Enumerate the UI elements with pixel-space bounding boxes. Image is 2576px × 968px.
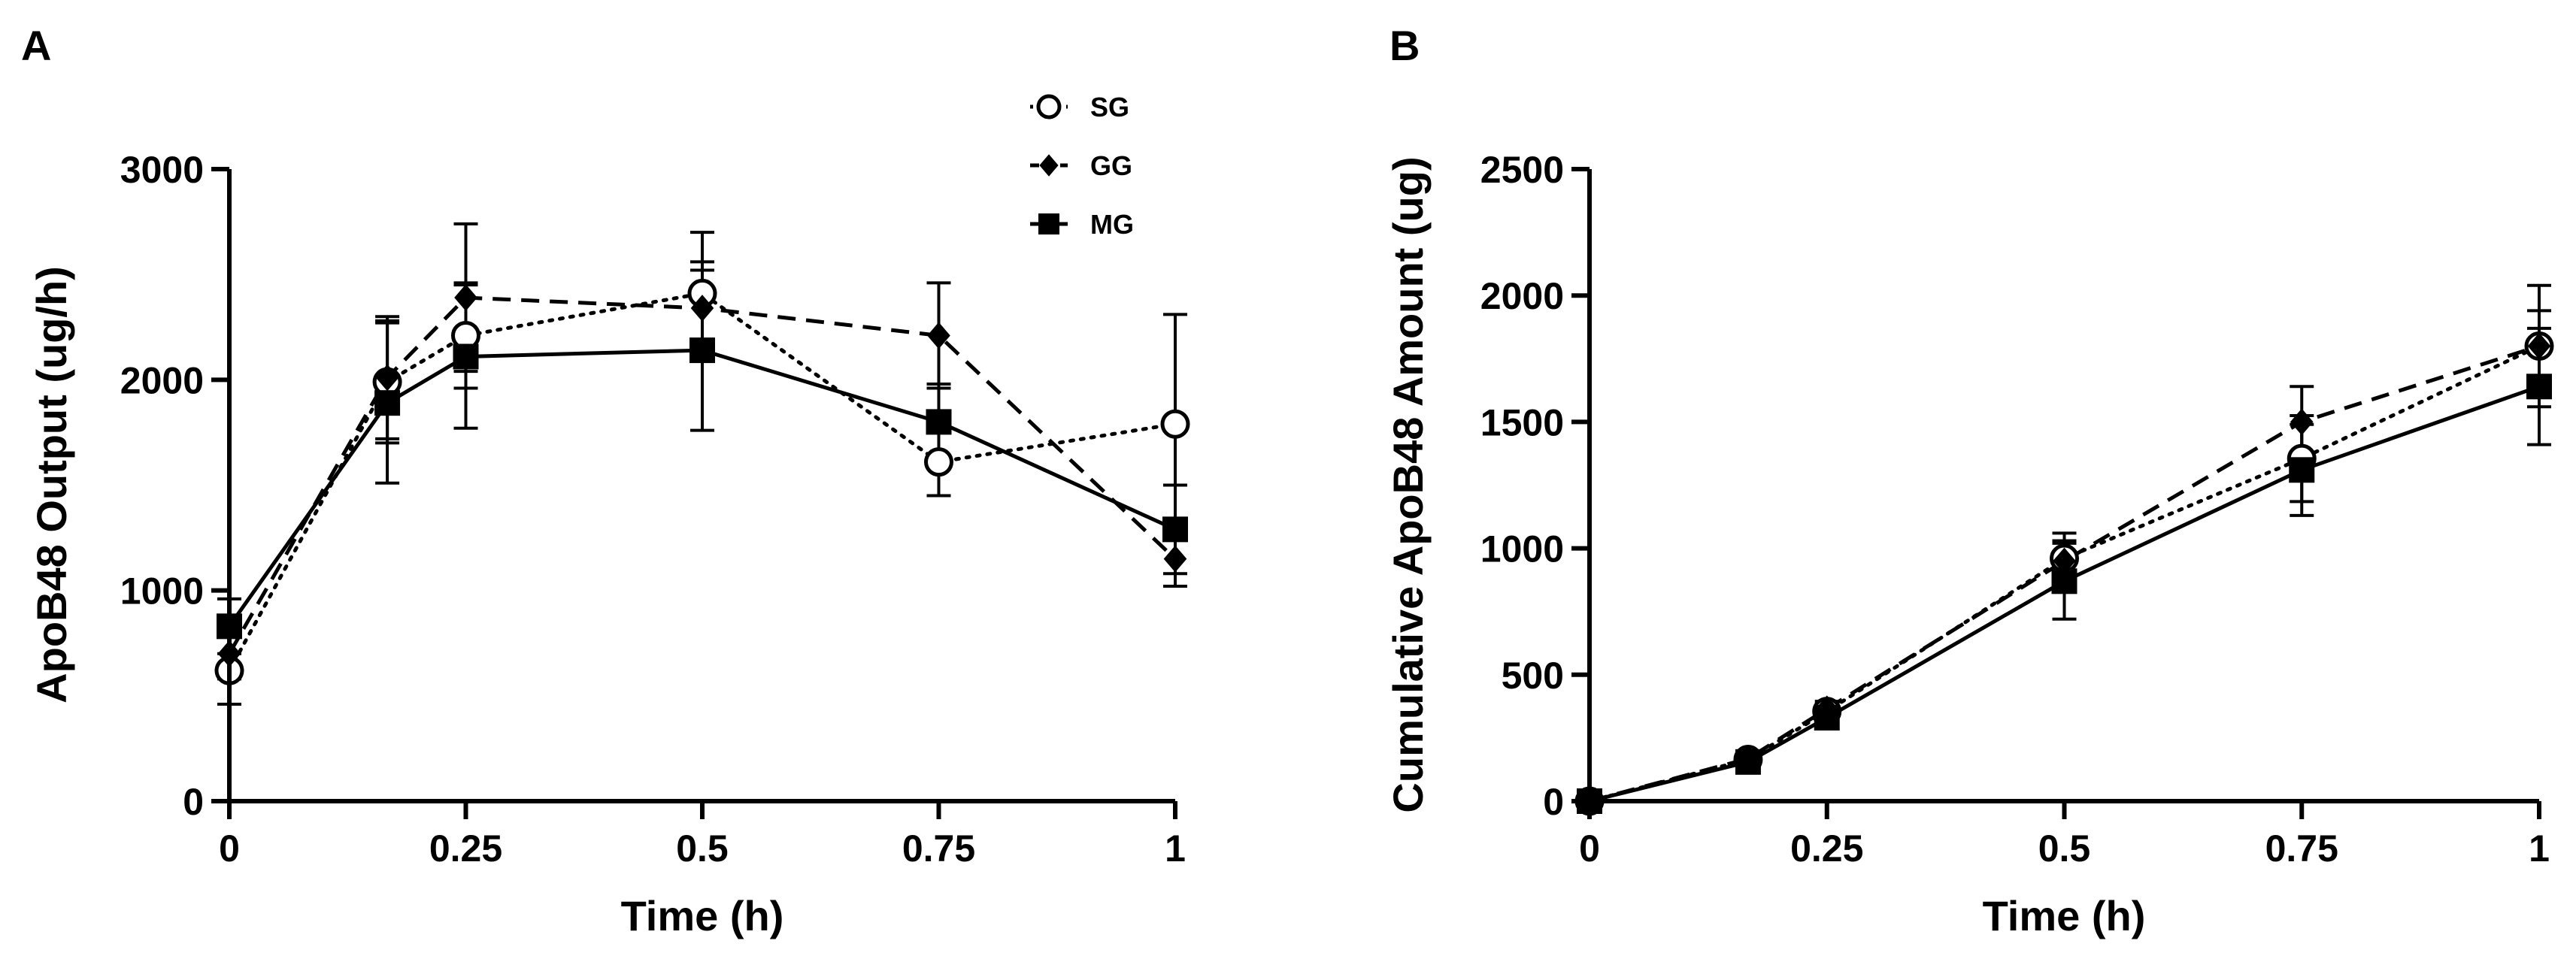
panel-b-mg-point	[1735, 749, 1761, 775]
panel-a-mg-point	[374, 390, 401, 416]
panel-b-y-tick-label: 500	[1502, 655, 1564, 697]
panel-b-mg-point	[2051, 568, 2077, 594]
panel-b-series-sg-line	[1587, 343, 2541, 803]
panel-b: B 0 500 1000 1500 2000 2500 0 0.25 0.5 0.75 1 Time…	[1384, 22, 2554, 939]
panel-b-mg-point	[2526, 374, 2552, 400]
panel-a-mg-point	[926, 409, 952, 435]
panel-a-y-tick-label: 2000	[120, 359, 204, 401]
panel-a-ticks: 0 1000 2000 3000 0 0.25 0.5 0.75 1	[120, 149, 1186, 870]
legend-mg-label: MG	[1090, 209, 1134, 240]
panel-a-gg-point	[690, 295, 714, 322]
panel-b-y-tick-label: 2000	[1480, 275, 1564, 317]
panel-a-sg-point	[924, 447, 953, 477]
panel-a-sg-point	[1160, 409, 1190, 439]
legend-sg-marker	[1036, 94, 1062, 119]
panel-a-x-tick-label: 0.5	[676, 827, 729, 870]
panel-b-x-tick-label: 1	[2529, 827, 2550, 870]
panel-b-gg-point	[2053, 547, 2076, 575]
panel-b-y-tick-label: 0	[1543, 781, 1564, 823]
panel-a-gg-point	[375, 364, 399, 392]
panel-a-points	[214, 278, 1190, 685]
panel-a-y-tick-label: 3000	[120, 149, 204, 191]
panel-a-legend: SG GG MG	[1030, 92, 1134, 240]
panel-a-lines	[227, 291, 1177, 673]
panel-b-y-tick-label: 1000	[1480, 528, 1564, 570]
panel-a-mg-point	[1162, 516, 1188, 543]
legend-gg-label: GG	[1090, 150, 1132, 181]
panel-b-lines	[1587, 343, 2541, 803]
panel-b-x-title: Time (h)	[1983, 892, 2146, 939]
panel-b-mg-point	[2289, 457, 2315, 483]
panel-a-x-title: Time (h)	[621, 892, 784, 939]
panel-a-gg-point	[1163, 545, 1187, 573]
panel-b-x-tick-label: 0	[1579, 827, 1600, 870]
panel-a-y-title: ApoB48 Output (ug/h)	[28, 266, 75, 703]
legend-mg-marker	[1038, 213, 1059, 234]
panel-a-series-sg-line	[227, 291, 1177, 673]
legend-sg-label: SG	[1090, 92, 1129, 123]
panel-b-y-tick-label: 1500	[1480, 401, 1564, 443]
panel-b-letter: B	[1390, 22, 1420, 69]
panel-a-mg-point	[453, 343, 479, 370]
panel-b-series-mg-line	[1589, 384, 2540, 803]
panel-b-mg-point	[1814, 704, 1840, 731]
panel-b-x-tick-label: 0.75	[2265, 827, 2338, 870]
panel-a-series-mg-line	[227, 348, 1177, 628]
panel-a-gg-point	[454, 284, 477, 311]
panel-b-y-title: Cumulative ApoB48 Amount (ug)	[1384, 156, 1432, 812]
panel-b-gg-point	[2290, 408, 2314, 436]
panel-a: A 0 1000 2000 3000 0 0.25 0.5 0.75 1 Time (h) Ap…	[21, 22, 1190, 939]
panel-a-x-tick-label: 0	[219, 827, 240, 870]
panel-b-ticks: 0 500 1000 1500 2000 2500 0 0.25 0.5 0.75 1	[1480, 149, 2550, 870]
panel-b-points	[1574, 331, 2554, 816]
panel-b-y-tick-label: 2500	[1480, 149, 1564, 191]
panel-a-x-tick-label: 1	[1165, 827, 1186, 870]
panel-a-gg-point	[927, 322, 950, 349]
panel-a-x-tick-label: 0.75	[902, 827, 975, 870]
panel-a-x-tick-label: 0.25	[429, 827, 502, 870]
panel-b-x-tick-label: 0.25	[1790, 827, 1863, 870]
panel-a-series-gg-line	[227, 295, 1177, 655]
panel-a-y-tick-label: 1000	[120, 570, 204, 613]
panel-a-y-tick-label: 0	[183, 781, 204, 823]
panel-a-mg-point	[689, 337, 715, 364]
panel-b-x-tick-label: 0.5	[2038, 827, 2091, 870]
panel-a-letter: A	[21, 22, 51, 69]
legend-gg-marker	[1039, 154, 1059, 177]
panel-b-gg-point	[2527, 332, 2551, 360]
